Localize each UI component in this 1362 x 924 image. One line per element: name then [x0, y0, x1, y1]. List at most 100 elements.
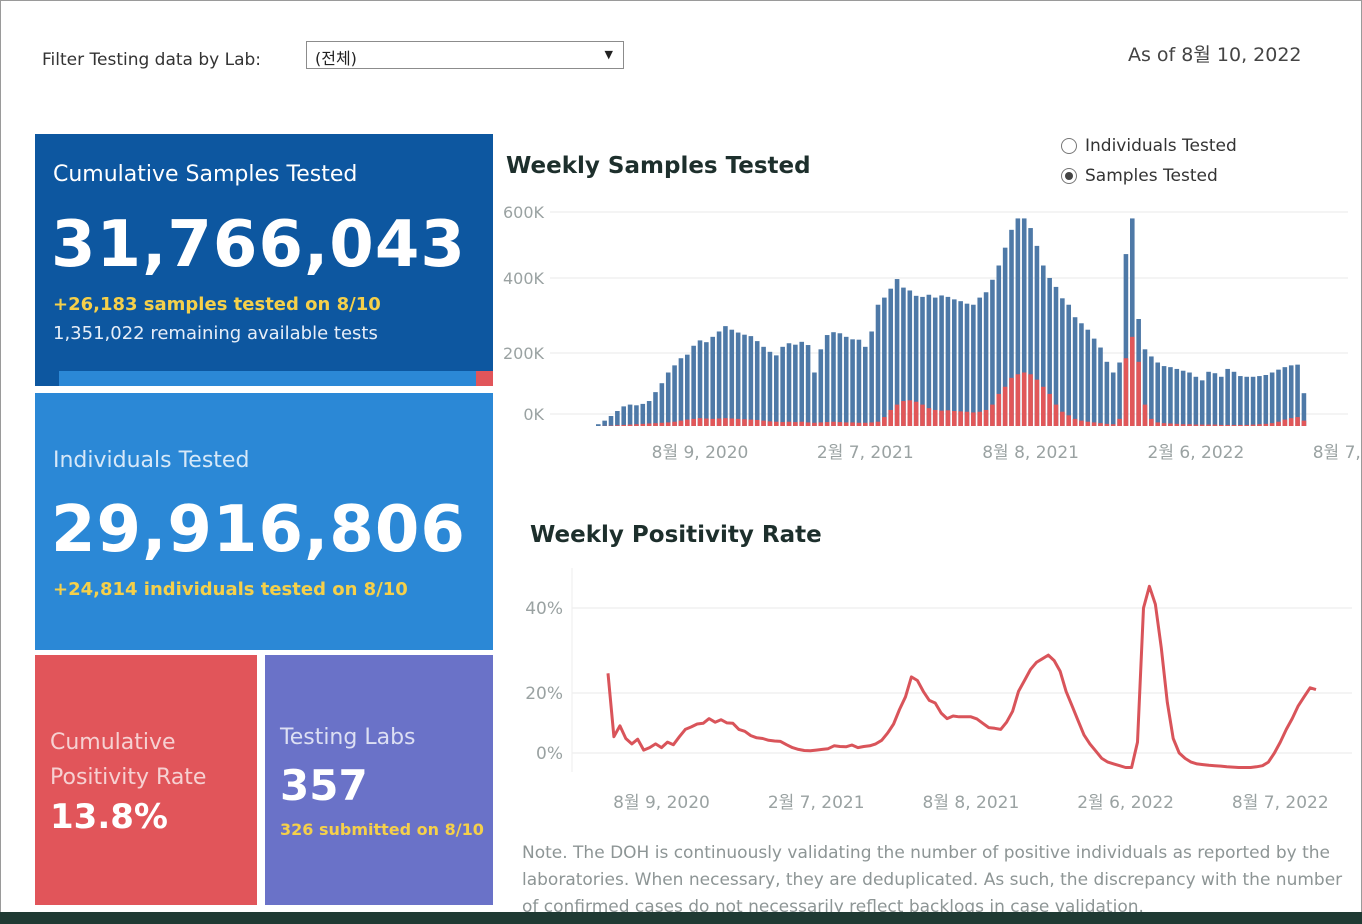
- bar-samples: [1231, 371, 1237, 426]
- bar-samples: [1238, 376, 1243, 426]
- bar-positive: [843, 422, 849, 426]
- bar-samples: [977, 297, 983, 426]
- bar-positive: [1117, 418, 1122, 426]
- bar-samples: [659, 383, 665, 426]
- bar-positive: [977, 411, 983, 426]
- bar-samples: [843, 336, 849, 426]
- validation-note: Note. The DOH is continuously validating…: [522, 843, 1343, 917]
- bar-samples: [1072, 317, 1078, 426]
- bar-samples: [1002, 247, 1008, 426]
- radio-label: Samples Tested: [1085, 166, 1218, 186]
- bar-samples: [1219, 376, 1224, 426]
- bar-samples: [729, 329, 735, 426]
- bar-positive: [672, 421, 677, 426]
- bar-samples: [615, 411, 620, 426]
- radio-individuals-tested[interactable]: Individuals Tested: [1061, 136, 1237, 156]
- radio-selected-icon: [1061, 168, 1077, 184]
- bar-positive: [761, 420, 766, 426]
- bar-samples: [990, 279, 995, 426]
- bar-positive: [863, 422, 868, 426]
- bar-positive: [1193, 424, 1199, 426]
- bar-samples: [1155, 362, 1161, 426]
- bar-samples: [824, 335, 830, 426]
- bar-samples: [672, 365, 677, 426]
- card-delta: +24,814 individuals tested on 8/10: [53, 579, 408, 600]
- bar-samples: [691, 345, 696, 426]
- bar-samples: [1263, 375, 1269, 426]
- bar-positive: [1212, 424, 1218, 426]
- bar-positive: [1028, 374, 1033, 426]
- bar-positive: [1288, 418, 1294, 426]
- bar-samples: [596, 424, 601, 426]
- bar-samples: [767, 351, 773, 426]
- bar-samples: [634, 405, 639, 426]
- bar-samples: [1110, 372, 1116, 426]
- bar-positive: [786, 421, 792, 426]
- bar-positive: [1021, 372, 1027, 426]
- bar-positive: [945, 410, 951, 426]
- bar-positive: [1002, 386, 1008, 426]
- bar-positive: [1015, 374, 1021, 426]
- bar-samples: [1034, 245, 1040, 426]
- bar-samples: [646, 401, 652, 426]
- bar-samples: [1288, 365, 1294, 426]
- card-delta: 326 submitted on 8/10: [280, 820, 484, 839]
- radio-samples-tested[interactable]: Samples Tested: [1061, 166, 1218, 186]
- bar-positive: [831, 421, 836, 426]
- bar-samples: [602, 420, 607, 426]
- weekly-samples-title: Weekly Samples Tested: [506, 153, 811, 179]
- bar-positive: [856, 422, 862, 426]
- bar-samples: [665, 372, 671, 426]
- bar-positive: [812, 422, 817, 426]
- bar-samples: [685, 354, 690, 426]
- lab-filter-dropdown[interactable]: (전체) ▼: [306, 41, 624, 69]
- bar-samples: [837, 333, 843, 426]
- bar-samples: [805, 345, 811, 426]
- x-tick-label: 8월 9, 2020: [613, 793, 710, 813]
- bar-positive: [1091, 422, 1097, 426]
- bar-positive: [1079, 420, 1084, 426]
- bar-samples: [932, 297, 938, 426]
- card-delta: +26,183 samples tested on 8/10: [53, 294, 381, 315]
- bar-samples: [1117, 362, 1122, 426]
- bar-positive: [907, 400, 913, 426]
- weekly-positivity-chart: 40% 20% 0% 8월 9, 2020 2월 7, 2021 8월 8, 2021 2…: [525, 568, 1352, 813]
- bar-samples: [723, 326, 728, 426]
- bar-samples: [1142, 349, 1148, 426]
- bar-positive: [1187, 424, 1192, 426]
- x-tick-label: 8월 8, 2021: [982, 443, 1079, 463]
- bar-samples: [748, 336, 754, 426]
- bar-samples: [1085, 329, 1091, 426]
- bar-samples: [1295, 364, 1300, 426]
- bar-positive: [685, 419, 690, 426]
- bar-positive: [1085, 421, 1091, 426]
- bar-samples: [710, 336, 716, 426]
- bar-samples: [735, 332, 741, 426]
- bar-positive: [1263, 423, 1269, 426]
- lab-filter-value: (전체): [315, 49, 357, 68]
- bar-samples: [920, 296, 925, 426]
- bar-positive: [1053, 404, 1059, 426]
- bar-positive: [882, 417, 887, 426]
- x-tick-label: 2월 6, 2022: [1077, 793, 1174, 813]
- bar-positive: [1104, 423, 1110, 426]
- bar-positive: [793, 422, 798, 426]
- bar-positive: [824, 422, 830, 426]
- bar-positive: [748, 419, 754, 426]
- y-tick-label: 200K: [503, 344, 545, 363]
- bar-samples: [882, 297, 887, 426]
- bar-samples: [945, 296, 951, 426]
- filter-label: Filter Testing data by Lab:: [42, 50, 262, 70]
- bar-samples: [640, 403, 646, 426]
- bar-positive: [1142, 404, 1148, 426]
- bar-samples: [1015, 218, 1021, 426]
- bar-samples: [1041, 265, 1046, 426]
- bar-samples: [780, 346, 785, 426]
- bar-samples: [774, 355, 779, 426]
- bar-positive: [1231, 424, 1237, 426]
- bar-samples: [1079, 323, 1084, 426]
- bar-samples: [875, 304, 881, 426]
- bar-samples: [621, 406, 627, 426]
- bar-positive: [1295, 417, 1300, 426]
- bar-samples: [1212, 373, 1218, 426]
